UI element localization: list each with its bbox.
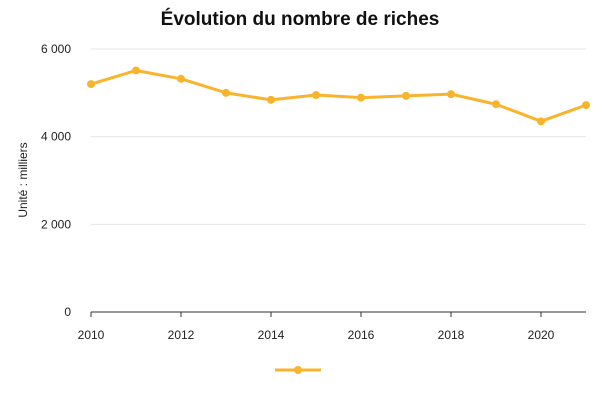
x-tick-label: 2016 — [348, 328, 375, 342]
data-point[interactable] — [312, 91, 320, 100]
gridlines — [91, 48, 586, 225]
data-point[interactable] — [357, 93, 365, 102]
data-point[interactable] — [222, 88, 230, 97]
y-tick-label: 4 000 — [41, 130, 71, 144]
data-point[interactable] — [267, 95, 275, 104]
x-axis-ticks: 2010 2012 2014 2016 2018 2020 — [78, 312, 555, 342]
data-point[interactable] — [177, 74, 185, 83]
legend[interactable] — [275, 366, 321, 374]
y-tick-label: 0 — [64, 305, 71, 319]
y-axis-label: Unité : milliers — [16, 142, 30, 217]
x-tick-label: 2020 — [528, 328, 555, 342]
data-point[interactable] — [402, 91, 410, 100]
x-tick-label: 2018 — [438, 328, 465, 342]
x-tick-label: 2012 — [168, 328, 195, 342]
x-tick-label: 2014 — [258, 328, 285, 342]
y-tick-label: 6 000 — [41, 42, 71, 56]
chart-title: Évolution du nombre de riches — [161, 8, 440, 30]
data-point[interactable] — [132, 66, 140, 75]
y-tick-label: 2 000 — [41, 217, 71, 231]
data-point[interactable] — [582, 101, 590, 110]
data-point[interactable] — [87, 80, 95, 89]
y-axis-ticks: 0 2 000 4 000 6 000 — [41, 42, 71, 319]
legend-marker — [294, 366, 302, 374]
data-point[interactable] — [492, 100, 500, 109]
series-layer — [87, 66, 590, 126]
x-tick-label: 2010 — [78, 328, 105, 342]
data-point[interactable] — [447, 90, 455, 99]
series-line — [90, 68, 587, 123]
data-point[interactable] — [537, 117, 545, 126]
